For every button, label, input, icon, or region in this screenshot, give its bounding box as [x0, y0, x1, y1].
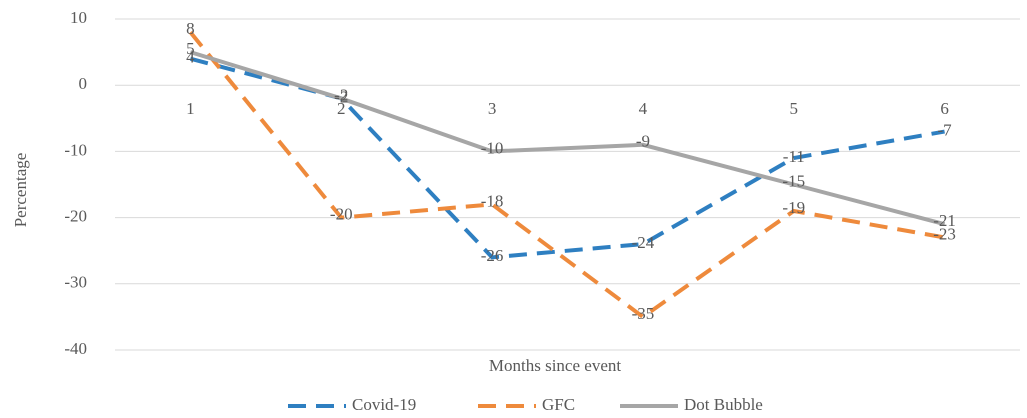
x-tick-label: 6	[940, 99, 949, 118]
data-label: -21	[933, 211, 956, 230]
y-tick-label: 10	[70, 8, 87, 27]
x-tick-label: 5	[790, 99, 799, 118]
data-label: -35	[632, 304, 655, 323]
y-tick-label: -40	[64, 339, 87, 358]
series-line	[189, 50, 946, 227]
legend-label: GFC	[542, 395, 575, 414]
data-label: -2	[334, 85, 348, 104]
y-tick-label: -30	[64, 273, 87, 292]
x-tick-label: 4	[639, 99, 648, 118]
data-label: 4	[186, 48, 195, 67]
legend-label: Dot Bubble	[684, 395, 763, 414]
data-label: -15	[782, 171, 805, 190]
data-label: -19	[782, 198, 805, 217]
data-label: 8	[186, 19, 195, 38]
data-label: -24	[632, 233, 655, 252]
x-tick-label: 2	[337, 99, 346, 118]
data-label: -20	[330, 205, 353, 224]
y-tick-label: -10	[64, 140, 87, 159]
data-label: -23	[933, 224, 956, 243]
x-tick-label: 1	[186, 99, 195, 118]
y-tick-label: 0	[79, 74, 88, 93]
data-label: -18	[481, 191, 504, 210]
y-axis-title: Percentage	[11, 153, 30, 228]
data-label: -2	[334, 87, 348, 106]
x-tick-label: 3	[488, 99, 497, 118]
y-tick-label: -20	[64, 207, 87, 226]
x-axis-title: Months since event	[489, 356, 621, 375]
data-label: -10	[481, 138, 504, 157]
legend-label: Covid-19	[352, 395, 416, 414]
data-label: -7	[937, 120, 952, 139]
data-label: -11	[783, 147, 805, 166]
series-line	[188, 30, 945, 320]
data-label: -26	[481, 246, 504, 265]
data-label: -9	[636, 132, 650, 151]
data-label: 5	[186, 39, 195, 58]
